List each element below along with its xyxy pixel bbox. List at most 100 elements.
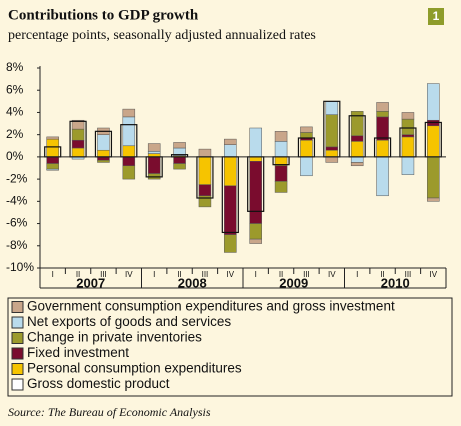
bar-segment <box>249 156 262 162</box>
bar-segment <box>325 114 339 148</box>
bar-segment <box>401 156 415 175</box>
x-tick-label: IV <box>430 270 438 279</box>
x-tick-label: IV <box>227 270 235 279</box>
bar-segment <box>427 125 440 158</box>
x-tick-label: III <box>303 270 310 279</box>
bar-segment <box>427 156 440 199</box>
legend-swatch <box>11 378 24 391</box>
legend-label: Gross domestic product <box>27 376 170 391</box>
bar-segment <box>46 136 59 140</box>
bar-segment <box>71 147 85 158</box>
x-tick-label: IV <box>125 270 133 279</box>
y-tick-label: 8% <box>6 60 24 74</box>
bar-segment <box>173 163 186 170</box>
bar-segment <box>224 144 237 158</box>
bar-segment <box>427 83 440 121</box>
bar-segment <box>300 126 313 133</box>
bar-segment <box>224 234 237 253</box>
bar-segment <box>274 165 288 182</box>
bar-segment <box>350 111 364 137</box>
bar-segment <box>350 141 364 158</box>
x-tick-label: IV <box>328 270 336 279</box>
bar-segment <box>122 116 136 147</box>
legend-swatch <box>11 301 24 313</box>
bar-segment <box>249 161 262 224</box>
bar-segment <box>147 143 161 152</box>
bar-segment <box>350 156 364 163</box>
bar-segment <box>198 156 212 185</box>
bar-segment <box>46 156 59 164</box>
x-tick-label: II <box>279 270 283 279</box>
bar-segment <box>350 162 364 167</box>
year-label: 2008 <box>178 275 207 290</box>
x-tick-label: I <box>255 270 257 279</box>
y-tick-label: -10% <box>6 260 34 274</box>
bar-segment <box>325 156 339 163</box>
bar-segment <box>198 148 212 158</box>
legend-label: Fixed investment <box>27 345 129 360</box>
bar-segment <box>350 135 364 142</box>
bar-segment <box>97 134 110 151</box>
bar-segment <box>198 195 212 208</box>
source: Source: The Bureau of Economic Analysis <box>8 405 211 419</box>
bar-segment <box>376 156 389 197</box>
bar-segment <box>274 141 288 158</box>
legend-swatch <box>11 363 24 375</box>
bar-segment <box>71 119 85 130</box>
bar-segment <box>173 156 186 164</box>
bar-segment <box>249 127 262 158</box>
bar-segment <box>224 185 237 235</box>
bar-segment <box>325 101 339 115</box>
legend-label: Change in private inventories <box>27 330 202 345</box>
y-tick-label: -2% <box>6 171 28 185</box>
bar-segment <box>401 118 415 135</box>
bar-segment <box>147 151 161 154</box>
bar-segment <box>376 102 389 112</box>
bar-segment <box>427 197 440 202</box>
bar-segment <box>46 138 59 158</box>
x-tick-label: III <box>405 270 412 279</box>
y-tick-label: 2% <box>6 127 24 141</box>
y-tick-label: 4% <box>6 105 24 119</box>
x-tick-label: II <box>380 270 384 279</box>
bar-segment <box>71 128 85 141</box>
bar-segment <box>122 165 136 180</box>
bar-segment <box>274 131 288 142</box>
bar-segment <box>300 156 313 177</box>
y-tick-label: 6% <box>6 82 24 96</box>
year-label: 2007 <box>76 275 105 290</box>
bar-segment <box>122 145 136 158</box>
legend-box <box>7 297 453 397</box>
bar-segment <box>198 184 212 197</box>
x-tick-label: I <box>356 270 358 279</box>
bar-segment <box>249 223 262 240</box>
bar-segment <box>147 156 161 174</box>
x-tick-label: I <box>153 270 155 279</box>
badge: 1 <box>433 9 440 23</box>
x-tick-label: I <box>52 270 54 279</box>
y-tick-label: -6% <box>6 216 28 230</box>
bar-segment <box>46 163 59 170</box>
x-tick-label: II <box>76 270 80 279</box>
bar-segment <box>224 156 237 187</box>
bar-segment <box>325 146 339 151</box>
legend-swatch <box>11 316 24 329</box>
subtitle: percentage points, seasonally adjusted a… <box>8 28 316 43</box>
bar-segment <box>224 138 237 145</box>
bar-segment <box>401 112 415 120</box>
bar-segment <box>376 116 389 141</box>
bar-segment <box>97 159 110 163</box>
chart-title: Contributions to GDP growth <box>8 7 199 23</box>
bar-segment <box>300 132 313 139</box>
year-label: 2009 <box>279 275 308 290</box>
y-tick-label: -4% <box>6 194 28 208</box>
bar-segment <box>376 139 389 158</box>
bar-segment <box>122 108 136 118</box>
y-tick-label: 0% <box>6 149 24 163</box>
legend-swatch <box>11 347 24 360</box>
bar-segment <box>376 111 389 118</box>
bar-segment <box>173 142 186 149</box>
bar-segment <box>325 149 339 158</box>
